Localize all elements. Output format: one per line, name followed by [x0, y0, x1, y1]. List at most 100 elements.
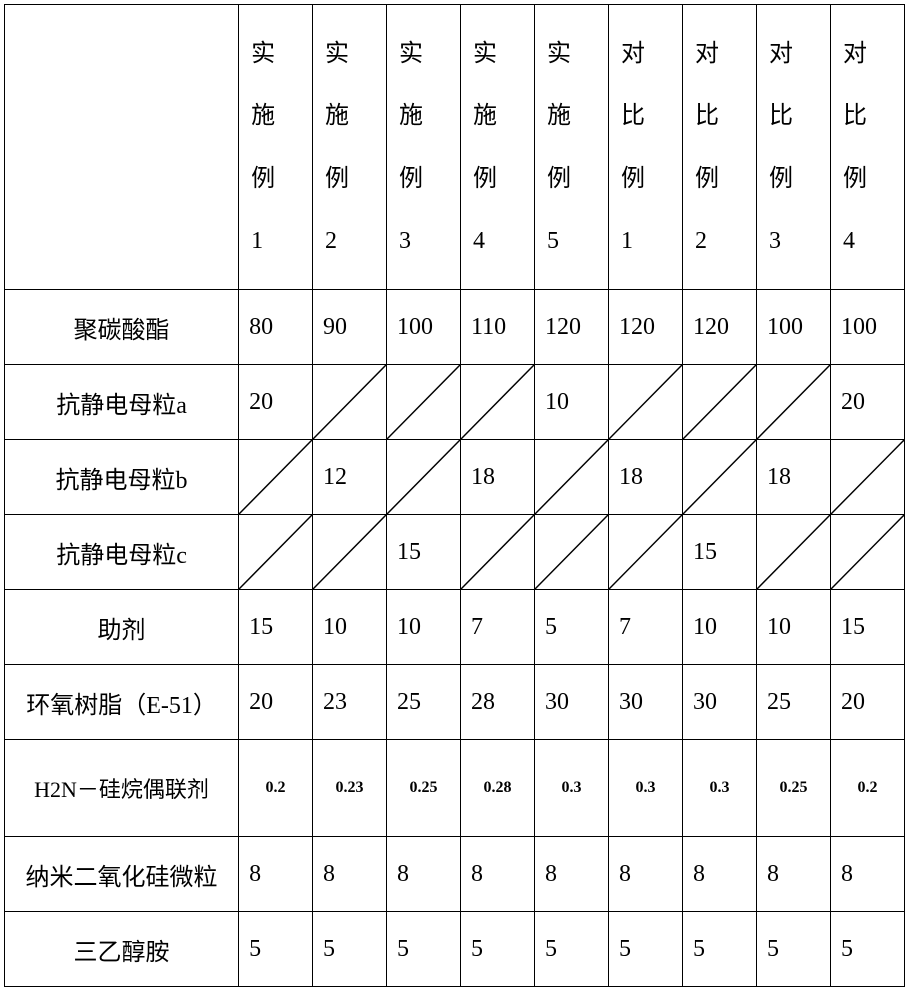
table-cell: 80 — [239, 290, 313, 365]
table-row: 抗静电母粒b 12 18 18 18 — [5, 440, 905, 515]
row-label: 抗静电母粒a — [5, 365, 239, 440]
table-cell: 18 — [756, 440, 830, 515]
table-cell — [387, 440, 461, 515]
table-cell: 5 — [682, 912, 756, 987]
row-label: 助剂 — [5, 590, 239, 665]
table-cell: 0.3 — [682, 740, 756, 837]
table-cell: 7 — [461, 590, 535, 665]
table-cell — [239, 440, 313, 515]
table-cell: 8 — [535, 837, 609, 912]
table-body: 实施例1 实施例2 实施例3 实施例4 实施例5 对比例1 对比例2 对比例3 … — [5, 5, 905, 987]
table-cell: 0.25 — [387, 740, 461, 837]
table-row: 助剂151010757101015 — [5, 590, 905, 665]
table-cell: 0.2 — [830, 740, 904, 837]
table-cell — [313, 515, 387, 590]
table-cell: 0.25 — [756, 740, 830, 837]
table-cell: 5 — [387, 912, 461, 987]
table-cell: 0.2 — [239, 740, 313, 837]
table-header-row: 实施例1 实施例2 实施例3 实施例4 实施例5 对比例1 对比例2 对比例3 … — [5, 5, 905, 290]
table-cell — [535, 515, 609, 590]
table-cell: 5 — [239, 912, 313, 987]
header-col-8-text: 对比例3 — [757, 5, 830, 273]
header-col-1-text: 实施例1 — [239, 5, 312, 273]
data-table: 实施例1 实施例2 实施例3 实施例4 实施例5 对比例1 对比例2 对比例3 … — [4, 4, 905, 987]
table-cell — [756, 365, 830, 440]
table-row: 聚碳酸酯8090100110120120120100100 — [5, 290, 905, 365]
table-cell: 0.3 — [535, 740, 609, 837]
table-cell: 90 — [313, 290, 387, 365]
table-cell: 0.23 — [313, 740, 387, 837]
header-col-7-text: 对比例2 — [683, 5, 756, 273]
table-row: 抗静电母粒a201020 — [5, 365, 905, 440]
table-cell: 100 — [756, 290, 830, 365]
header-col-3-text: 实施例3 — [387, 5, 460, 273]
table-cell: 20 — [239, 665, 313, 740]
header-col-3: 实施例3 — [387, 5, 461, 290]
header-col-4-text: 实施例4 — [461, 5, 534, 273]
row-label: 环氧树脂（E-51） — [5, 665, 239, 740]
table-cell: 5 — [461, 912, 535, 987]
table-cell: 100 — [387, 290, 461, 365]
table-cell — [461, 515, 535, 590]
table-cell: 10 — [756, 590, 830, 665]
table-cell — [461, 365, 535, 440]
table-cell: 5 — [830, 912, 904, 987]
row-label: 抗静电母粒c — [5, 515, 239, 590]
header-col-2-text: 实施例2 — [313, 5, 386, 273]
table-cell: 0.28 — [461, 740, 535, 837]
row-label: 三乙醇胺 — [5, 912, 239, 987]
table-row: 三乙醇胺555555555 — [5, 912, 905, 987]
table-cell: 110 — [461, 290, 535, 365]
table-cell: 25 — [387, 665, 461, 740]
header-col-7: 对比例2 — [682, 5, 756, 290]
row-label: 聚碳酸酯 — [5, 290, 239, 365]
table-cell: 15 — [682, 515, 756, 590]
table-cell: 23 — [313, 665, 387, 740]
header-blank — [5, 5, 239, 290]
table-cell: 28 — [461, 665, 535, 740]
table-cell: 12 — [313, 440, 387, 515]
table-cell: 8 — [461, 837, 535, 912]
table-cell — [756, 515, 830, 590]
header-col-2: 实施例2 — [313, 5, 387, 290]
table-cell: 18 — [461, 440, 535, 515]
header-col-9: 对比例4 — [830, 5, 904, 290]
table-cell: 8 — [313, 837, 387, 912]
table-cell — [682, 365, 756, 440]
table-cell: 8 — [682, 837, 756, 912]
table-cell: 20 — [830, 665, 904, 740]
table-cell: 5 — [313, 912, 387, 987]
header-col-1: 实施例1 — [239, 5, 313, 290]
row-label: H2N－硅烷偶联剂 — [5, 740, 239, 837]
row-label: 纳米二氧化硅微粒 — [5, 837, 239, 912]
table-cell: 120 — [535, 290, 609, 365]
table-cell — [608, 515, 682, 590]
header-col-5: 实施例5 — [535, 5, 609, 290]
table-cell: 10 — [387, 590, 461, 665]
table-row: 抗静电母粒c1515 — [5, 515, 905, 590]
table-cell: 15 — [239, 590, 313, 665]
table-cell: 20 — [239, 365, 313, 440]
table-cell: 5 — [535, 590, 609, 665]
table-cell: 8 — [239, 837, 313, 912]
table-cell: 15 — [830, 590, 904, 665]
table-cell: 8 — [387, 837, 461, 912]
table-cell — [830, 440, 904, 515]
table-cell: 10 — [313, 590, 387, 665]
table-cell: 25 — [756, 665, 830, 740]
table-cell: 8 — [830, 837, 904, 912]
table-cell — [313, 365, 387, 440]
table-row: 环氧树脂（E-51）202325283030302520 — [5, 665, 905, 740]
row-label: 抗静电母粒b — [5, 440, 239, 515]
table-cell — [608, 365, 682, 440]
table-cell: 30 — [535, 665, 609, 740]
table-cell — [239, 515, 313, 590]
header-col-6: 对比例1 — [608, 5, 682, 290]
table-cell: 5 — [608, 912, 682, 987]
table-cell: 7 — [608, 590, 682, 665]
table-cell: 0.3 — [608, 740, 682, 837]
header-col-5-text: 实施例5 — [535, 5, 608, 273]
table-cell: 8 — [608, 837, 682, 912]
table-cell: 5 — [756, 912, 830, 987]
table-cell: 18 — [608, 440, 682, 515]
